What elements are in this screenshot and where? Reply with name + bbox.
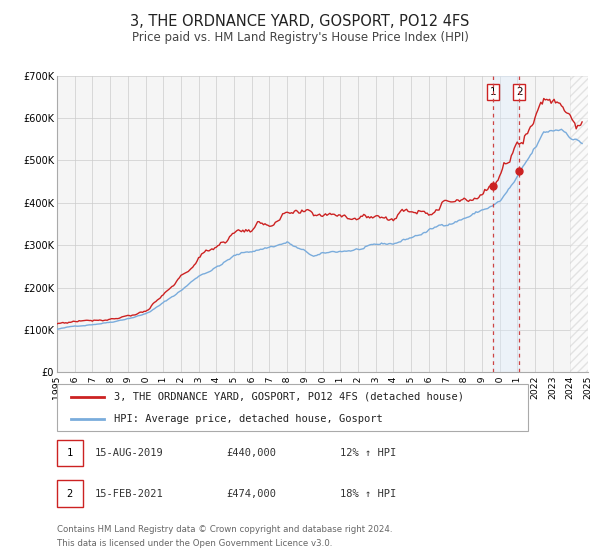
- Text: 2: 2: [516, 87, 523, 97]
- FancyBboxPatch shape: [57, 440, 83, 466]
- Text: Contains HM Land Registry data © Crown copyright and database right 2024.: Contains HM Land Registry data © Crown c…: [57, 525, 392, 534]
- FancyBboxPatch shape: [57, 384, 528, 431]
- Text: 3, THE ORDNANCE YARD, GOSPORT, PO12 4FS: 3, THE ORDNANCE YARD, GOSPORT, PO12 4FS: [130, 14, 470, 29]
- Text: 12% ↑ HPI: 12% ↑ HPI: [340, 448, 396, 458]
- FancyBboxPatch shape: [57, 480, 83, 507]
- Text: 15-FEB-2021: 15-FEB-2021: [95, 488, 163, 498]
- Text: 3, THE ORDNANCE YARD, GOSPORT, PO12 4FS (detached house): 3, THE ORDNANCE YARD, GOSPORT, PO12 4FS …: [113, 392, 464, 402]
- Text: £440,000: £440,000: [227, 448, 277, 458]
- Text: 1: 1: [490, 87, 496, 97]
- Bar: [493, 76, 520, 372]
- Text: 18% ↑ HPI: 18% ↑ HPI: [340, 488, 396, 498]
- Text: 2: 2: [67, 488, 73, 498]
- Text: £474,000: £474,000: [227, 488, 277, 498]
- Bar: [570, 76, 588, 372]
- Polygon shape: [570, 76, 588, 372]
- Text: 15-AUG-2019: 15-AUG-2019: [95, 448, 163, 458]
- Text: HPI: Average price, detached house, Gosport: HPI: Average price, detached house, Gosp…: [113, 414, 382, 424]
- Text: Price paid vs. HM Land Registry's House Price Index (HPI): Price paid vs. HM Land Registry's House …: [131, 31, 469, 44]
- Text: 1: 1: [67, 448, 73, 458]
- Text: This data is licensed under the Open Government Licence v3.0.: This data is licensed under the Open Gov…: [57, 539, 332, 548]
